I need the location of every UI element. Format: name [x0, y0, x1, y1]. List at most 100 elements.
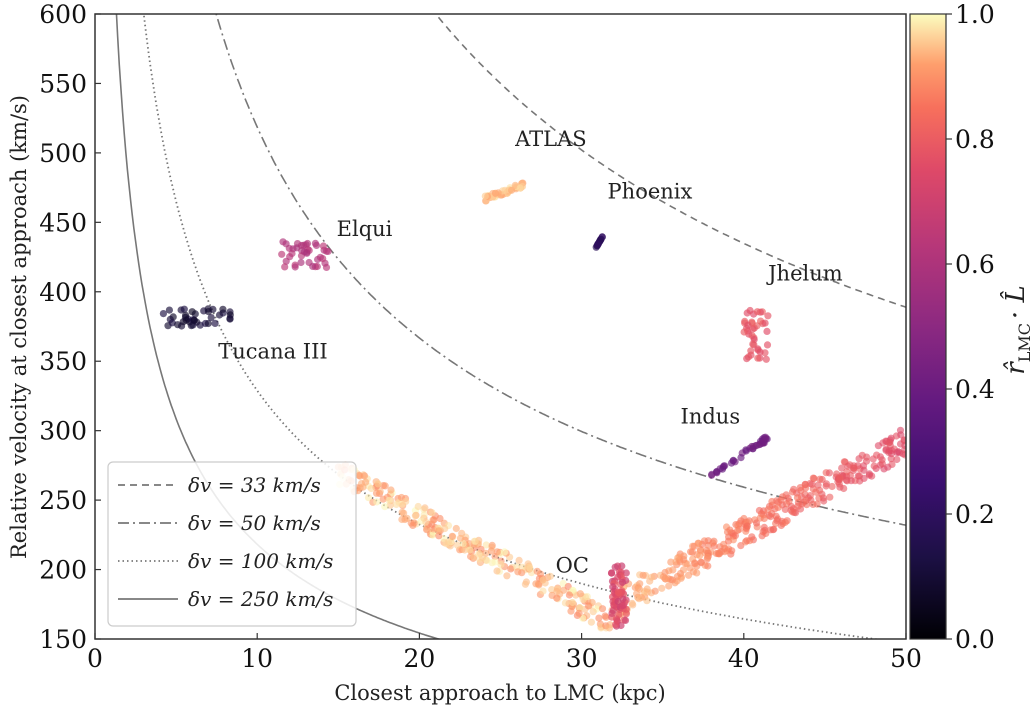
- data-point: [539, 587, 547, 595]
- data-point: [714, 549, 722, 558]
- data-point: [740, 328, 748, 336]
- data-point: [379, 495, 387, 503]
- data-point: [728, 547, 736, 555]
- data-point: [587, 618, 596, 626]
- data-point: [503, 572, 511, 580]
- data-point: [297, 241, 305, 250]
- data-point: [893, 455, 901, 464]
- data-point: [387, 486, 395, 494]
- colorbar-label-rest: · L̂: [1000, 285, 1031, 319]
- data-point: [696, 547, 705, 555]
- data-point: [897, 431, 905, 439]
- data-point: [618, 578, 627, 586]
- data-point: [884, 463, 892, 471]
- data-point: [643, 597, 651, 605]
- data-point: [219, 305, 227, 313]
- colorbar-label-main: r̂: [1001, 361, 1031, 375]
- data-point: [187, 322, 195, 330]
- data-point: [601, 612, 609, 620]
- data-point: [747, 347, 755, 355]
- annotation-label: Tucana III: [218, 339, 327, 363]
- data-point: [710, 537, 718, 545]
- data-point: [579, 595, 587, 604]
- data-point: [704, 562, 712, 570]
- data-point: [279, 238, 287, 246]
- data-point: [525, 563, 533, 571]
- data-point: [635, 585, 644, 593]
- data-point: [282, 257, 290, 265]
- data-point: [355, 471, 363, 480]
- data-point: [400, 509, 408, 517]
- data-point: [754, 354, 762, 362]
- data-point: [820, 497, 828, 505]
- data-point: [372, 489, 381, 497]
- data-point: [646, 577, 654, 585]
- data-point: [514, 568, 522, 576]
- data-point: [737, 454, 745, 462]
- data-point: [324, 247, 332, 255]
- data-point: [575, 609, 583, 617]
- data-point: [858, 451, 866, 459]
- data-point: [423, 526, 431, 534]
- data-point: [790, 485, 798, 493]
- colorbar-tick-label: 0.2: [955, 500, 995, 529]
- data-point: [865, 471, 874, 479]
- data-point: [835, 476, 843, 484]
- data-point: [568, 598, 577, 607]
- data-point: [360, 472, 369, 480]
- data-point: [704, 553, 712, 562]
- data-point: [689, 568, 698, 576]
- data-point: [762, 355, 770, 363]
- data-point: [764, 506, 772, 514]
- colorbar-tick-label: 0.4: [955, 375, 995, 404]
- legend-label: δv = 50 km/s: [188, 511, 321, 535]
- data-point: [667, 558, 675, 566]
- data-point: [691, 559, 699, 567]
- data-point: [546, 572, 554, 580]
- data-point: [515, 556, 523, 565]
- data-point: [694, 539, 703, 548]
- data-point: [723, 528, 732, 536]
- data-point: [665, 582, 673, 590]
- colorbar-tick-label: 0.0: [955, 625, 995, 654]
- data-point: [470, 553, 478, 561]
- data-point: [748, 533, 756, 541]
- data-point: [482, 541, 490, 549]
- annotation-label: ATLAS: [514, 127, 587, 151]
- data-point: [595, 614, 603, 622]
- data-point: [629, 601, 637, 609]
- data-point: [859, 462, 868, 470]
- data-point: [493, 567, 501, 575]
- data-point: [401, 515, 409, 524]
- data-point: [658, 584, 666, 592]
- data-point: [614, 597, 622, 606]
- data-point: [561, 599, 570, 607]
- data-point: [367, 484, 375, 493]
- data-point: [639, 571, 647, 579]
- colorbar-tick-label: 1.0: [955, 0, 995, 29]
- data-point: [609, 583, 617, 591]
- x-tick-label: 20: [403, 644, 435, 673]
- data-point: [763, 327, 771, 335]
- data-point: [773, 497, 781, 505]
- data-point: [411, 512, 419, 520]
- data-point: [441, 525, 449, 533]
- data-point: [876, 453, 885, 461]
- data-point: [749, 340, 757, 348]
- data-point: [532, 580, 540, 588]
- data-point: [430, 516, 438, 524]
- data-point: [793, 494, 802, 502]
- data-point: [312, 241, 321, 249]
- data-point: [742, 446, 750, 454]
- data-point: [826, 493, 834, 501]
- data-point: [458, 529, 466, 538]
- data-point: [669, 566, 677, 574]
- data-point: [215, 311, 224, 319]
- data-point: [180, 305, 188, 313]
- data-point: [567, 607, 575, 615]
- data-point: [204, 308, 213, 316]
- data-point: [743, 537, 751, 545]
- colorbar-tick-label: 0.8: [955, 125, 995, 154]
- data-point: [836, 483, 844, 491]
- data-point: [757, 439, 765, 447]
